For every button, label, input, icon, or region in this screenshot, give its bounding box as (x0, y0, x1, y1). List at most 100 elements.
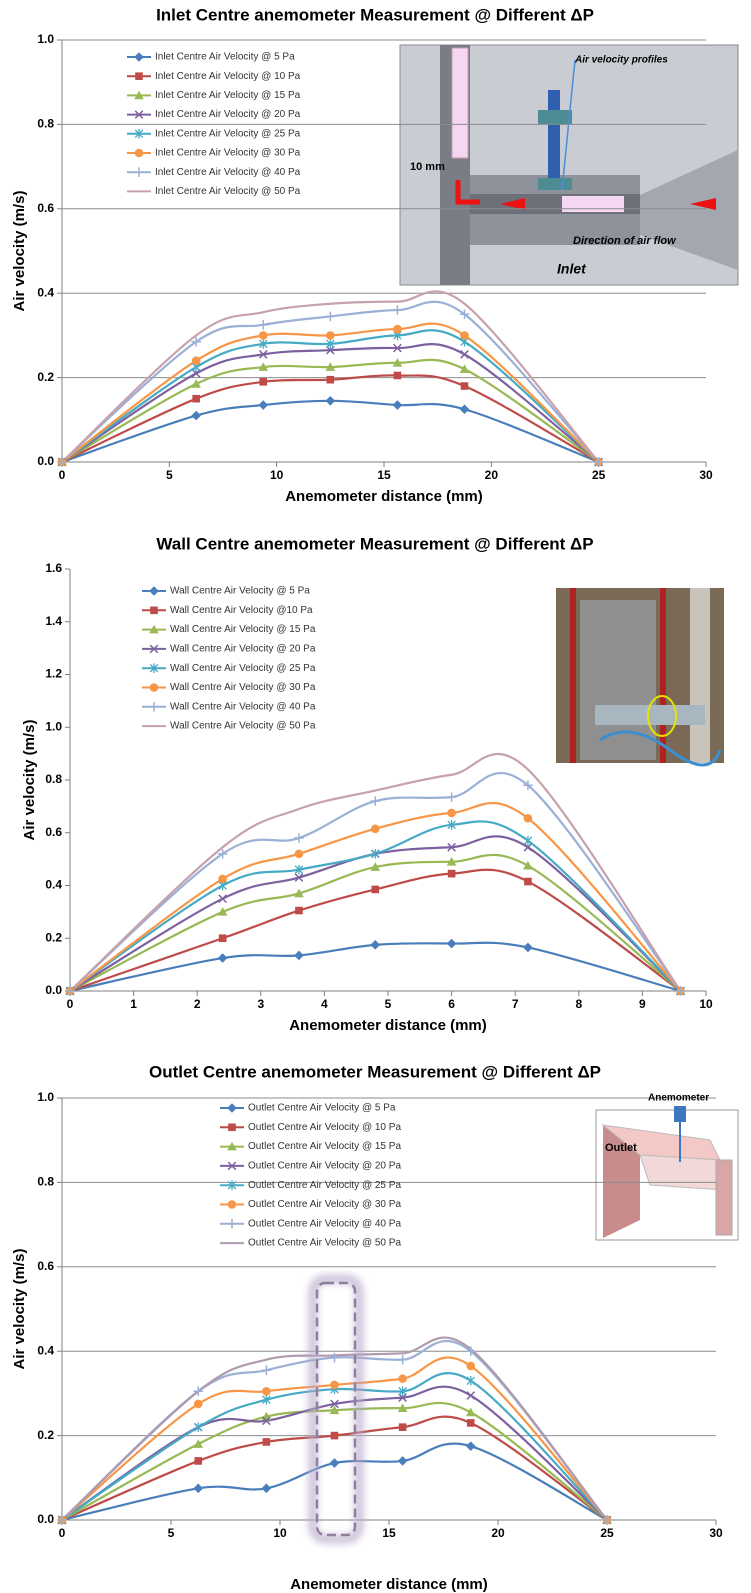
marker (149, 663, 159, 673)
y-tick-label: 0.0 (37, 1512, 54, 1526)
legend-label: Wall Centre Air Velocity @ 20 Pa (170, 644, 316, 655)
marker (194, 1457, 203, 1465)
marker (134, 110, 144, 119)
marker (294, 888, 304, 898)
legend-label: Inlet Centre Air Velocity @ 20 Pa (155, 109, 301, 120)
marker (218, 934, 227, 943)
marker (524, 877, 532, 886)
marker (398, 1393, 407, 1402)
marker (294, 873, 304, 882)
annotation: Direction of air flow (573, 235, 677, 247)
y-tick-label: 0.2 (45, 930, 62, 944)
marker (191, 379, 201, 388)
y-tick-label: 0.2 (37, 1428, 54, 1442)
marker (459, 404, 470, 415)
marker (392, 400, 403, 410)
legend-label: Outlet Centre Air Velocity @ 20 Pa (248, 1161, 401, 1172)
marker (217, 907, 228, 916)
legend-label: Inlet Centre Air Velocity @ 50 Pa (155, 186, 301, 197)
y-tick-label: 1.6 (45, 561, 62, 575)
marker (329, 1458, 340, 1468)
highlight-box (309, 1275, 363, 1543)
y-tick-label: 0.0 (45, 983, 62, 997)
annotation: Anemometer (648, 1093, 709, 1104)
marker (392, 358, 403, 367)
marker (294, 849, 304, 859)
legend-label: Outlet Centre Air Velocity @ 25 Pa (248, 1180, 401, 1191)
series-line (61, 399, 600, 464)
marker (294, 833, 304, 843)
marker (134, 148, 144, 158)
marker (217, 953, 228, 963)
y-axis-label: Air velocity (m/s) (21, 720, 38, 841)
marker (262, 1386, 271, 1396)
marker (593, 457, 604, 467)
marker (262, 1416, 271, 1426)
marker (523, 942, 533, 953)
marker (329, 1352, 340, 1363)
x-tick-label: 8 (575, 997, 582, 1011)
marker (371, 849, 380, 859)
marker (465, 1407, 476, 1417)
chart-title: Wall Centre anemometer Measurement @ Dif… (156, 534, 593, 553)
x-tick-label: 5 (385, 997, 392, 1011)
legend-label: Wall Centre Air Velocity @ 15 Pa (170, 624, 316, 635)
marker (149, 624, 159, 634)
legend-label: Wall Centre Air Velocity @ 40 Pa (170, 701, 316, 712)
legend-label: Wall Centre Air Velocity @ 25 Pa (170, 663, 316, 674)
legend-label: Inlet Centre Air Velocity @ 40 Pa (155, 167, 301, 178)
y-tick-label: 1.0 (37, 1090, 54, 1104)
wall-photo-inset (556, 588, 724, 767)
y-tick-label: 0.4 (45, 878, 62, 892)
y-axis-label: Air velocity (m/s) (11, 191, 28, 312)
annotation: Inlet (557, 261, 587, 277)
marker (65, 986, 75, 996)
marker (135, 72, 143, 80)
marker (370, 862, 381, 871)
x-axis-label: Anemometer distance (mm) (289, 1017, 487, 1034)
outlet-inset (595, 1106, 739, 1241)
marker (326, 345, 335, 355)
marker (398, 1423, 407, 1431)
marker (134, 129, 144, 139)
marker (370, 796, 381, 806)
marker (398, 1386, 407, 1397)
marker (326, 331, 335, 340)
y-tick-label: 0.8 (37, 117, 54, 131)
y-tick-label: 0.4 (37, 285, 54, 299)
y-tick-label: 1.4 (45, 614, 62, 628)
legend-label: Wall Centre Air Velocity @ 50 Pa (170, 721, 316, 732)
marker (262, 1438, 271, 1446)
marker (258, 362, 269, 371)
marker (150, 606, 158, 615)
marker (459, 364, 470, 373)
marker (193, 1483, 204, 1494)
marker (227, 1161, 237, 1171)
marker (370, 940, 381, 950)
legend-label: Wall Centre Air Velocity @ 5 Pa (170, 586, 310, 597)
marker (261, 1365, 272, 1375)
y-axis-label: Air velocity (m/s) (11, 1249, 28, 1370)
y-tick-label: 1.0 (37, 32, 54, 46)
series-line (61, 1372, 608, 1521)
marker (675, 986, 686, 996)
legend-label: Outlet Centre Air Velocity @ 15 Pa (248, 1141, 401, 1152)
marker (149, 586, 159, 596)
x-tick-label: 2 (194, 997, 201, 1011)
series-line (61, 1336, 608, 1521)
x-tick-label: 4 (321, 997, 328, 1011)
marker (460, 350, 469, 359)
marker (397, 1354, 408, 1365)
marker (326, 339, 335, 349)
marker (227, 1141, 237, 1151)
marker (149, 702, 159, 712)
marker (134, 90, 144, 100)
marker (523, 780, 533, 791)
x-tick-label: 0 (59, 1526, 66, 1540)
marker (261, 1483, 272, 1494)
x-tick-label: 15 (382, 1526, 396, 1540)
marker (326, 375, 335, 384)
marker (57, 1515, 67, 1525)
marker (446, 792, 457, 802)
marker (465, 1346, 476, 1356)
